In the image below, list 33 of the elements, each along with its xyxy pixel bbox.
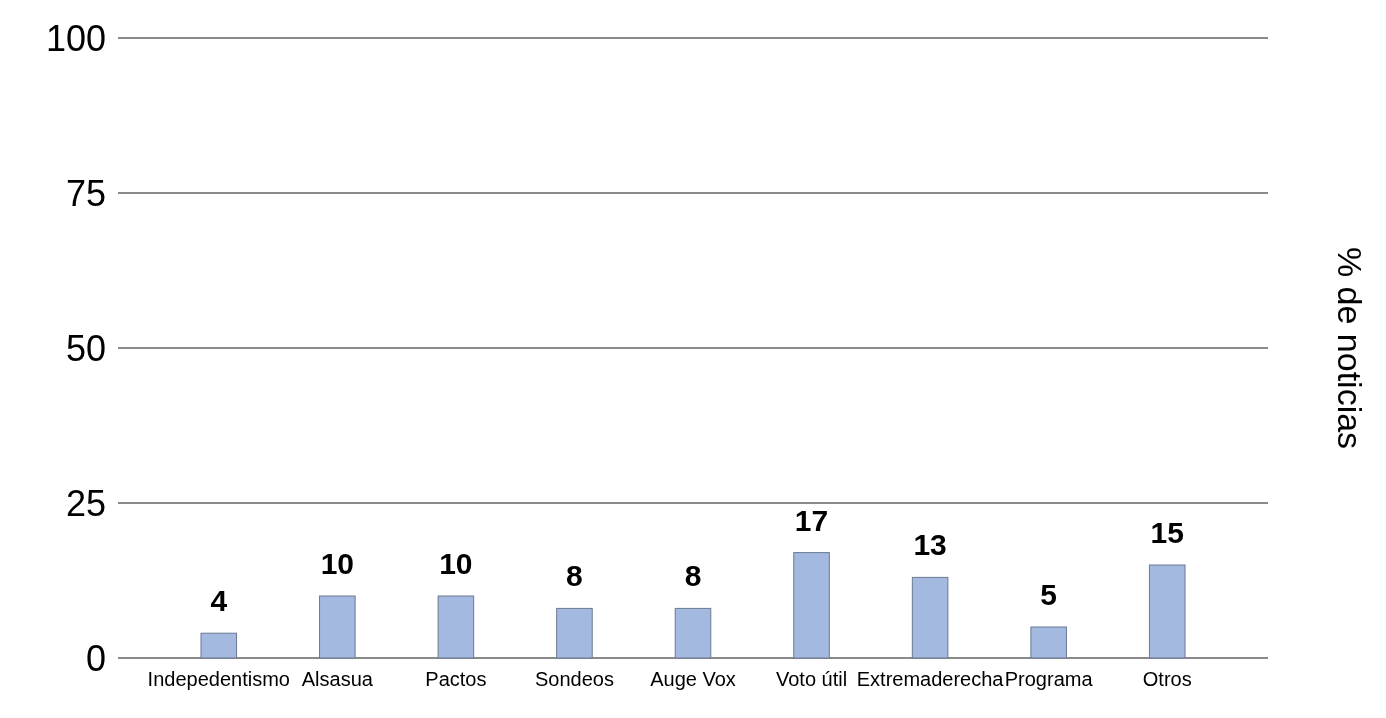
x-tick-label: Extremaderecha: [856, 668, 1005, 690]
bar: [200, 632, 238, 659]
y-tick-label: 50: [65, 327, 106, 369]
data-label: 10: [439, 547, 473, 580]
data-label: 5: [1040, 578, 1058, 611]
x-tick-label: Voto útil: [775, 668, 848, 690]
data-label: 8: [566, 559, 583, 593]
y-tick-label: 75: [65, 172, 106, 214]
bar: [1030, 626, 1067, 659]
bar: [674, 607, 712, 659]
x-tick-label: Auge Vox: [650, 668, 736, 690]
bar: [437, 595, 475, 659]
data-label: 15: [1150, 516, 1184, 549]
x-tick-label: Programa: [1004, 668, 1094, 690]
data-label: 10: [320, 547, 355, 580]
y-tick-label: 0: [85, 637, 106, 679]
y-tick-label: 25: [65, 482, 106, 524]
bar: [911, 576, 949, 659]
y-axis-title: % de noticias: [1331, 246, 1369, 450]
data-label: 8: [684, 559, 702, 593]
x-tick-label: Otros: [1142, 668, 1192, 690]
x-tick-label: Pactos: [425, 668, 487, 690]
x-tick-label: Alsasua: [301, 668, 374, 690]
data-label: 13: [913, 528, 947, 562]
y-tick-label: 100: [45, 17, 106, 59]
bar: [1148, 564, 1186, 659]
data-label: 17: [794, 503, 829, 537]
bar: [319, 595, 356, 659]
data-label: 4: [210, 584, 228, 618]
x-tick-label: Sondeos: [534, 668, 614, 690]
bar: [556, 607, 593, 659]
bar: [793, 552, 830, 659]
x-tick-label: Indepedentismo: [147, 668, 290, 690]
